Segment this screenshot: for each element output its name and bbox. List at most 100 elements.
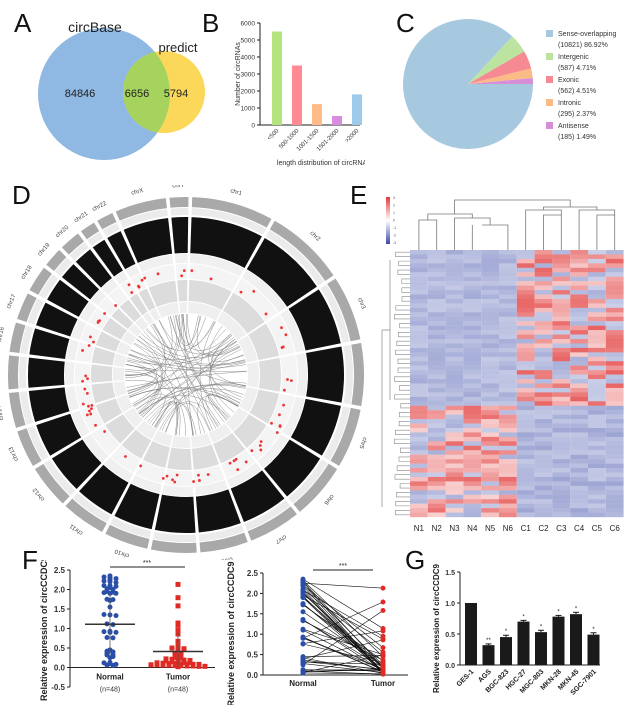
heatmap-cell [463,396,482,402]
heatmap-cell [427,298,446,304]
heatmap-cell [552,294,571,300]
heatmap-cell [463,294,482,300]
chromosome-label: chr10 [113,547,130,558]
heatmap-cell [588,276,606,282]
column-dendrogram [543,214,562,250]
heatmap-cell [481,428,499,433]
density-track [107,231,136,270]
x-tick-label: <500 [267,128,281,142]
heatmap-cell [427,383,446,389]
heatmap-cell [516,512,535,518]
track-bg [170,208,189,216]
track-bg [116,341,131,356]
heatmap-cell [410,463,428,469]
track-bg [191,433,212,448]
heatmap-cell [427,450,446,455]
bar [465,603,477,665]
heatmap-cell [445,298,464,304]
heatmap-cell [534,321,553,326]
heatmap-cell [463,316,482,322]
link [147,401,181,436]
heatmap-cell [463,419,482,424]
heatmap-cell [570,383,588,389]
heatmap-cell [427,379,446,384]
y-tick-label: 0.5 [54,644,66,653]
mutation-dot [234,457,238,461]
heatmap-cell [499,290,517,295]
pair-line [302,659,384,671]
heatmap-cell [588,272,606,277]
heatmap-cell [481,476,499,482]
heatmap-cell [427,414,446,420]
panel-label-a: A [14,8,32,38]
heatmap-cell [534,463,553,469]
column-dendrogram [596,214,616,250]
heatmap-cell [516,450,535,455]
heatmap-cell [499,258,517,264]
track-bg [142,312,154,325]
heatmap-cell [605,401,624,406]
heatmap-cell [410,281,428,286]
track-bg [171,435,191,448]
y-tick-label: 1.0 [54,625,66,634]
heatmap-cell [445,405,464,411]
heatmap-cell [516,352,535,357]
heatmap-cell [588,463,606,469]
heatmap-cell [605,267,624,273]
heatmap-cell [588,250,606,255]
heatmap-cell [410,445,428,451]
heatmap-cell [552,379,571,384]
bar [272,31,282,125]
heatmap-cell [605,459,624,464]
heatmap-cell [570,276,588,282]
heatmap-cell [605,445,624,451]
heatmap-cell [410,485,428,491]
density-track [171,217,189,254]
tumor-dot [169,645,175,651]
track-bg [72,492,111,523]
heatmap-cell [445,396,464,402]
mutation-dot [81,402,85,406]
link [164,341,238,433]
chromosome-ideogram [8,392,26,428]
x-tick-sublabel: (n=48) [100,687,120,694]
heatmap-cell [534,405,553,411]
panel-label-c: C [396,8,415,38]
heatmap-cell [552,450,571,455]
normal-dot [101,574,107,580]
heatmap-cell [534,445,553,451]
density-track [92,239,123,277]
heatmap-cell [410,508,428,513]
mutation-dot [209,277,213,281]
link [141,346,240,418]
heatmap-cell [410,330,428,335]
heatmap-cell [534,374,553,380]
heatmap-cell [481,508,499,513]
mutation-dot [278,413,281,417]
heatmap-cell [570,472,588,478]
heatmap-cell [588,263,606,268]
heatmap-cell [605,312,624,317]
heatmap-cell [499,325,517,331]
heatmap-cell [516,445,535,451]
heatmap-cell [463,423,482,429]
y-tick-label: 1.5 [247,610,259,619]
circrna-type-pie-chart: Sense-overlapping (10821) 86.92% Intergeni… [403,18,616,149]
heatmap-cell [588,476,606,482]
heatmap-cell [516,459,535,464]
track-bg [198,525,244,542]
heatmap-cell [445,481,464,487]
heatmap-cell [570,414,588,420]
panel-label-b: B [202,8,220,38]
chromosome-label: chr5 [357,436,367,450]
heatmap-cell [588,267,606,273]
heatmap-cell [481,347,499,353]
heatmap-cell [552,454,571,460]
heatmap-cell [570,503,588,509]
heatmap-cell [588,379,606,384]
heatmap-cell [516,370,535,375]
heatmap-cell [410,387,428,393]
chromosome-ideogram [327,278,361,342]
heatmap-cell [605,383,624,389]
tumor-dot [196,661,202,667]
